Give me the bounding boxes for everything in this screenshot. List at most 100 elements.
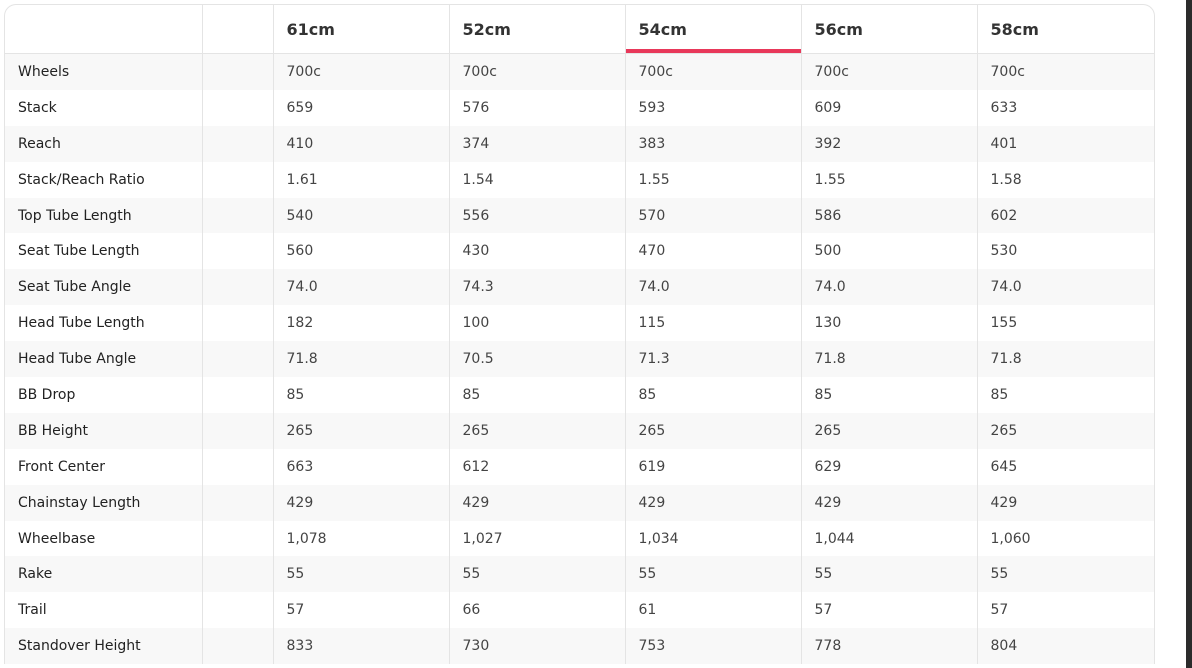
value-cell: 392: [801, 125, 978, 162]
row-label: Wheels: [5, 53, 203, 90]
empty-cell: [202, 197, 274, 234]
empty-cell: [202, 520, 274, 557]
table-row: Seat Tube Length 560 430 470 500 530: [5, 233, 1154, 270]
empty-cell: [202, 53, 274, 90]
value-cell: 85: [273, 377, 450, 413]
value-cell: 1,044: [801, 520, 978, 557]
table-row: Stack 659 576 593 609 633: [5, 89, 1154, 126]
value-cell: 70.5: [449, 341, 626, 378]
value-cell: 430: [449, 233, 626, 270]
value-cell: 570: [625, 197, 802, 234]
value-cell: 804: [977, 628, 1154, 665]
table-row: Trail 57 66 61 57 57: [5, 592, 1154, 629]
value-cell: 593: [625, 89, 802, 126]
empty-cell: [202, 484, 274, 521]
value-cell: 633: [990, 99, 1018, 116]
value-cell: 85: [449, 377, 626, 413]
value-cell: 700c: [625, 53, 802, 90]
value-cell: 1.55: [625, 161, 802, 198]
value-cell: 71.8: [273, 341, 450, 378]
row-label: Stack/Reach Ratio: [5, 161, 203, 198]
value-cell: 612: [449, 448, 626, 485]
value-cell: 1.61: [273, 161, 450, 198]
value-cell: 1.58: [990, 171, 1022, 188]
empty-cell: [202, 233, 274, 270]
empty-cell: [202, 412, 274, 449]
value-cell: 115: [625, 305, 802, 342]
value-cell: 85: [625, 377, 802, 413]
value-cell: 55: [801, 556, 978, 593]
table-row: Wheels 700c 700c 700c 700c 700c: [5, 53, 1154, 90]
value-cell: 470: [625, 233, 802, 270]
value-cell: 1,078: [273, 520, 450, 557]
value-cell: 1.55: [801, 161, 978, 198]
scrollbar[interactable]: [1186, 0, 1192, 668]
value-cell: 57: [273, 592, 450, 629]
value-cell: 71.3: [625, 341, 802, 378]
value-cell: 265: [801, 412, 978, 449]
value-cell: 753: [625, 628, 802, 665]
value-cell: 778: [801, 628, 978, 665]
value-cell: 74.0: [273, 269, 450, 306]
value-cell: 85: [990, 386, 1009, 403]
value-cell: 429: [625, 484, 802, 521]
value-cell: 730: [449, 628, 626, 665]
header-empty: [202, 5, 274, 54]
value-cell: 429: [273, 484, 450, 521]
value-cell: 85: [801, 377, 978, 413]
value-cell: 576: [449, 89, 626, 126]
value-cell: 57: [990, 602, 1009, 619]
value-cell: 629: [801, 448, 978, 485]
value-cell: 619: [625, 448, 802, 485]
table-row: Head Tube Length 182 100 115 130 155: [5, 305, 1154, 342]
empty-cell: [202, 556, 274, 593]
row-label: Seat Tube Length: [5, 233, 203, 270]
value-cell: 663: [273, 448, 450, 485]
row-label: Seat Tube Angle: [5, 269, 203, 306]
empty-cell: [202, 305, 274, 342]
value-cell: 659: [273, 89, 450, 126]
value-cell: 500: [801, 233, 978, 270]
table-row: Wheelbase 1,078 1,027 1,034 1,044 1,060: [5, 520, 1154, 557]
table-row: BB Height 265 265 265 265 265: [5, 412, 1154, 449]
value-cell: 74.0: [977, 269, 1154, 306]
value-cell: 602: [977, 197, 1154, 234]
value-cell: 1,027: [449, 520, 626, 557]
table-row: Head Tube Angle 71.8 70.5 71.3 71.8 71.8: [5, 341, 1154, 378]
table-row: Reach 410 374 383 392 401: [5, 125, 1154, 162]
empty-cell: [202, 161, 274, 198]
value-cell: 1,060: [990, 530, 1031, 547]
value-cell: 383: [625, 125, 802, 162]
value-cell: 645: [990, 458, 1018, 475]
row-label: Rake: [5, 556, 203, 593]
table-row: Top Tube Length 540 556 570 586 602: [5, 197, 1154, 234]
value-cell: 560: [273, 233, 450, 270]
value-cell: 71.8: [977, 341, 1154, 378]
size-header-61cm[interactable]: 61cm: [273, 5, 450, 54]
value-cell: 700c: [273, 53, 450, 90]
value-cell: 401: [977, 125, 1154, 162]
row-label: Front Center: [5, 448, 203, 485]
value-cell: 100: [449, 305, 626, 342]
size-header-54cm[interactable]: 54cm: [625, 5, 802, 54]
value-cell: 700c: [801, 53, 978, 90]
row-label: BB Drop: [5, 377, 203, 413]
value-cell: 265: [977, 412, 1154, 449]
empty-cell: [202, 628, 274, 665]
row-label: Top Tube Length: [5, 197, 203, 234]
value-cell: 1.54: [449, 161, 626, 198]
empty-cell: [202, 89, 274, 126]
size-header-58cm[interactable]: 58cm: [977, 5, 1154, 54]
value-cell: 66: [449, 592, 626, 629]
value-cell: 57: [801, 592, 978, 629]
size-header-52cm[interactable]: 52cm: [449, 5, 626, 54]
size-header-56cm[interactable]: 56cm: [801, 5, 978, 54]
empty-cell: [202, 448, 274, 485]
value-cell: 556: [449, 197, 626, 234]
value-cell: 530: [990, 243, 1018, 260]
table-row: Front Center 663 612 619 629 645: [5, 448, 1154, 485]
table-row: BB Drop 85 85 85 85 85: [5, 377, 1154, 413]
value-cell: 55: [625, 556, 802, 593]
empty-cell: [202, 592, 274, 629]
geometry-table-container: 61cm 52cm 54cm 56cm 58cm Wheels 700c 700c 700c 7…: [4, 4, 1155, 665]
